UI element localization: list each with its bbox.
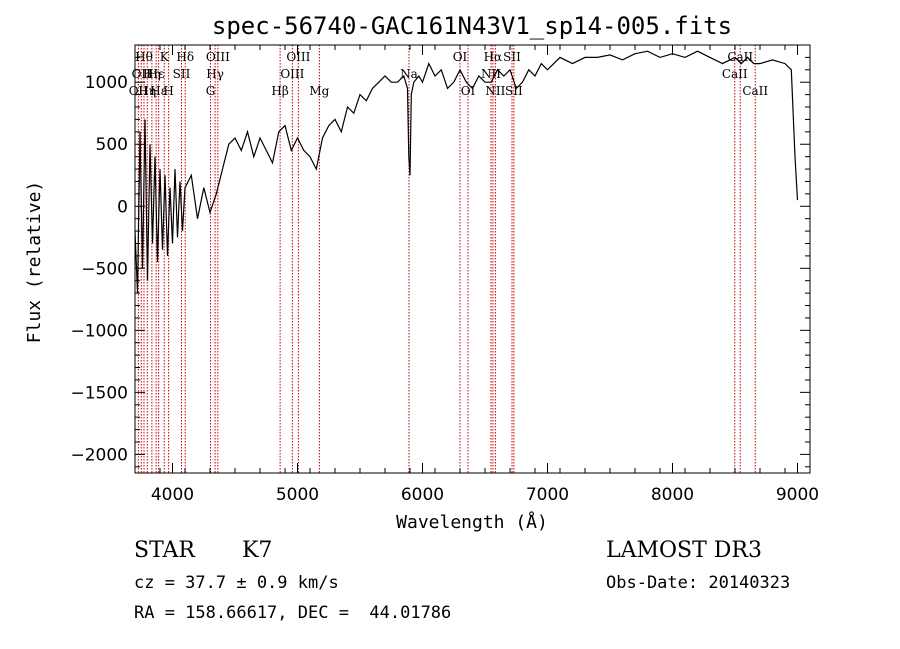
survey-name: LAMOST DR3: [606, 538, 762, 563]
line-marker-label-26: CaII: [722, 67, 748, 81]
line-marker-label-13: OIII: [206, 50, 230, 64]
line-marker-label-19: OI: [453, 50, 468, 64]
spectrum-chart: spec-56740-GAC161N43V1_sp14-005.fits OII…: [24, 12, 819, 533]
x-tick-label: 4000: [151, 485, 194, 505]
y-tick-label: −1000: [70, 321, 128, 341]
line-marker-label-17: Mg: [309, 84, 329, 98]
line-marker-label-21: NII: [481, 67, 501, 81]
x-tick-label: 9000: [776, 485, 819, 505]
line-marker-label-23: NII: [485, 84, 505, 98]
x-tick-label: 8000: [651, 485, 694, 505]
line-marker-label-27: CaII: [727, 50, 753, 64]
y-tick-label: 1000: [85, 73, 128, 93]
redshift-readout: cz = 37.7 ± 0.9 km/s: [134, 573, 339, 593]
y-axis-label: Flux (relative): [24, 181, 45, 344]
x-axis-ticks: 4000 5000 6000 7000 8000 9000: [134, 45, 819, 505]
line-marker-label-0: OII: [129, 84, 149, 98]
x-tick-label: 7000: [526, 485, 569, 505]
line-marker-label-14: Hβ: [271, 84, 288, 98]
line-marker-label-22: Hα: [484, 50, 503, 64]
x-tick-label: 6000: [401, 485, 444, 505]
line-marker-label-18: Na: [400, 67, 418, 81]
line-marker-label-11: G: [206, 84, 216, 98]
y-tick-label: −1500: [70, 383, 128, 403]
line-marker-label-6: Hε: [150, 84, 167, 98]
flux-series-line: [134, 50, 799, 294]
line-marker-label-3: Hη: [138, 84, 156, 98]
line-marker-label-12: Hγ: [206, 67, 224, 81]
object-subclass: K7: [242, 538, 273, 563]
line-marker-label-15: OIII: [280, 67, 304, 81]
x-tick-label: 5000: [276, 485, 319, 505]
y-axis-ticks: −2000 −1500 −1000 −500 0 500 1000: [70, 44, 810, 468]
spectral-line-markers: [137, 45, 756, 473]
y-tick-label: 0: [117, 197, 128, 217]
line-marker-label-16: OIII: [286, 50, 310, 64]
line-marker-label-24: SII: [503, 50, 521, 64]
line-marker-label-4: Hη: [143, 67, 161, 81]
line-marker-label-28: CaII: [742, 84, 768, 98]
chart-title: spec-56740-GAC161N43V1_sp14-005.fits: [212, 12, 732, 40]
obs-date: Obs-Date: 20140323: [606, 573, 791, 593]
object-class: STAR: [134, 538, 195, 563]
line-marker-label-1: OII: [132, 67, 152, 81]
line-marker-label-25: SII: [505, 84, 523, 98]
line-marker-label-7: K: [160, 50, 170, 64]
line-marker-label-10: Hδ: [176, 50, 194, 64]
spectral-line-labels: OIIOIIHθHηHηHεHεKHSIIHδGHγOIIIHβOIIIOIII…: [129, 50, 769, 98]
line-marker-label-5: Hε: [148, 67, 165, 81]
y-tick-label: −2000: [70, 445, 128, 465]
line-marker-label-9: SII: [173, 67, 191, 81]
x-axis-label: Wavelength (Å): [396, 511, 548, 533]
plot-frame: [134, 44, 811, 474]
line-marker-label-2: Hθ: [135, 50, 153, 64]
line-marker-label-8: H: [163, 84, 173, 98]
y-tick-label: −500: [81, 259, 128, 279]
coordinates: RA = 158.66617, DEC = 44.01786: [134, 603, 452, 623]
y-tick-label: 500: [96, 135, 128, 155]
